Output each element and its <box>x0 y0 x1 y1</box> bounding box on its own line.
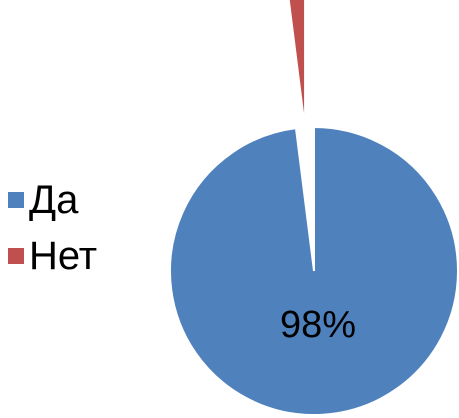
legend-swatch-da <box>8 192 24 208</box>
pie-slice-net <box>287 0 307 130</box>
legend-label-net: Нет <box>29 234 98 278</box>
legend-swatch-net <box>8 248 24 264</box>
data-label-da: 98% <box>280 304 356 346</box>
data-label-net: 2% <box>282 0 337 7</box>
pie-slice-da <box>169 125 459 416</box>
legend-item-da: Да <box>8 172 97 228</box>
legend-label-da: Да <box>29 178 79 222</box>
legend-item-net: Нет <box>8 228 97 284</box>
legend: Да Нет <box>8 172 97 284</box>
